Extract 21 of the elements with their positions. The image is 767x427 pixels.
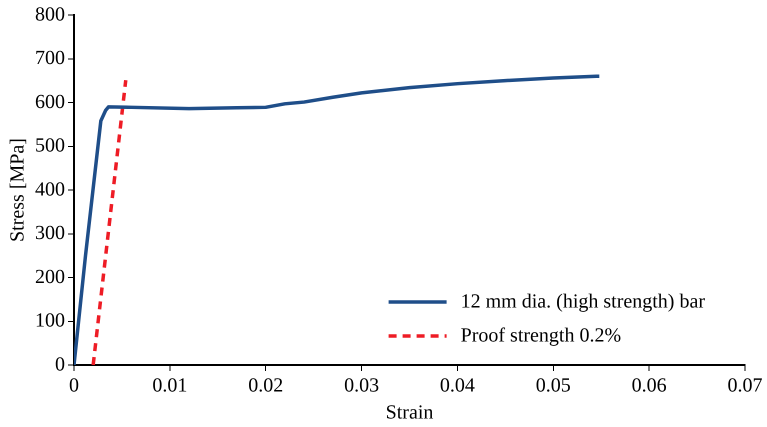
x-tick-label: 0.03 <box>344 374 380 396</box>
y-tick-label: 800 <box>35 3 65 26</box>
x-tick-label: 0.07 <box>728 374 762 396</box>
y-tick-label: 300 <box>35 222 65 244</box>
x-axis-title: Strain <box>386 401 434 424</box>
x-tick-label: 0 <box>69 374 79 396</box>
y-tick-label: 400 <box>35 178 65 200</box>
y-tick-label: 700 <box>35 47 65 69</box>
y-tick-label: 500 <box>35 134 65 156</box>
y-tick-label: 0 <box>55 353 65 376</box>
x-tick-label: 0.06 <box>632 374 667 396</box>
x-tick-label: 0.05 <box>536 374 571 396</box>
legend-label: Proof strength 0.2% <box>460 324 622 346</box>
x-tick-label: 0.01 <box>152 374 188 396</box>
x-tick-label: 0.04 <box>440 374 475 396</box>
y-tick-label: 200 <box>35 266 65 288</box>
legend-label: 12 mm dia. (high strength) bar <box>460 290 706 312</box>
y-tick-label: 100 <box>35 310 65 332</box>
x-tick-label: 0.02 <box>248 374 284 396</box>
y-tick-label: 600 <box>35 90 65 113</box>
y-axis-title: Stress [MPa] <box>6 138 28 242</box>
